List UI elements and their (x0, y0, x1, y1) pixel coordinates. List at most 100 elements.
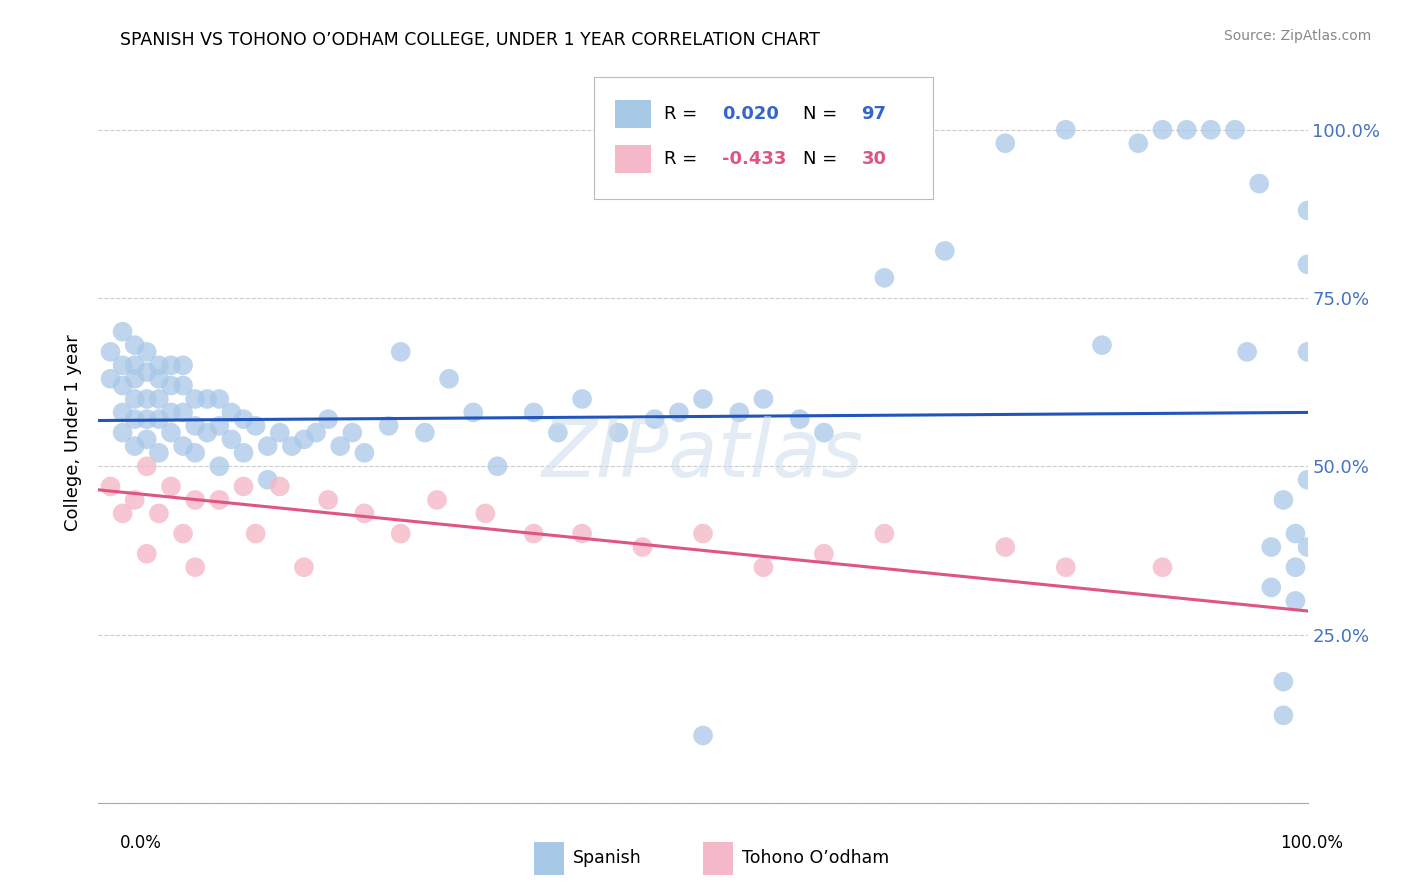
Text: N =: N = (803, 150, 844, 168)
Point (353, 446, 375, 460)
Point (148, 507, 170, 521)
Point (1260, 581, 1282, 595)
Point (1296, 473, 1319, 487)
Point (100, 372, 122, 386)
Point (160, 378, 183, 392)
Point (316, 412, 339, 426)
Point (631, 540, 654, 554)
Point (426, 492, 449, 507)
Point (668, 405, 690, 419)
Point (148, 446, 170, 460)
Point (160, 405, 183, 419)
Point (232, 446, 254, 460)
Text: -0.433: -0.433 (723, 150, 787, 168)
Point (316, 492, 339, 507)
Point (1284, 526, 1306, 541)
Point (463, 405, 485, 419)
Point (692, 392, 714, 406)
Point (292, 433, 315, 447)
Point (1236, 344, 1258, 359)
Text: N =: N = (803, 105, 844, 123)
Point (1284, 594, 1306, 608)
Point (256, 473, 278, 487)
Point (184, 560, 207, 574)
Point (994, 136, 1017, 151)
Point (232, 479, 254, 493)
Point (148, 412, 170, 426)
Point (437, 372, 460, 386)
Point (329, 439, 352, 453)
Point (1091, 338, 1114, 352)
Text: Tohono O’odham: Tohono O’odham (742, 849, 889, 867)
Point (208, 392, 231, 406)
Point (1284, 560, 1306, 574)
Text: R =: R = (664, 150, 703, 168)
Point (789, 412, 811, 426)
Point (148, 359, 170, 373)
Point (752, 392, 775, 406)
Point (184, 446, 207, 460)
Point (1152, 560, 1174, 574)
Point (245, 418, 267, 433)
Point (148, 372, 170, 386)
Point (111, 378, 134, 392)
Point (221, 433, 243, 447)
Bar (614, 100, 651, 128)
Text: SPANISH VS TOHONO O’ODHAM COLLEGE, UNDER 1 YEAR CORRELATION CHART: SPANISH VS TOHONO O’ODHAM COLLEGE, UNDER… (120, 31, 820, 49)
Point (413, 425, 436, 440)
Y-axis label: College, Under 1 year: College, Under 1 year (65, 334, 83, 531)
Text: 30: 30 (862, 150, 886, 168)
Point (813, 425, 835, 440)
Text: 100.0%: 100.0% (1279, 834, 1343, 852)
Point (184, 492, 207, 507)
Point (160, 479, 183, 493)
Point (523, 405, 546, 419)
Point (160, 425, 183, 440)
Point (172, 378, 194, 392)
Point (644, 412, 666, 426)
Point (389, 344, 412, 359)
Point (245, 526, 267, 541)
Point (135, 547, 157, 561)
Point (342, 425, 364, 440)
Point (256, 439, 278, 453)
Point (523, 526, 546, 541)
Point (1296, 344, 1319, 359)
Text: Spanish: Spanish (572, 849, 641, 867)
Point (1054, 122, 1077, 136)
Point (571, 526, 593, 541)
Point (172, 359, 194, 373)
Point (111, 325, 134, 339)
Point (135, 344, 157, 359)
Point (547, 425, 569, 440)
Point (135, 459, 157, 474)
Point (1272, 674, 1295, 689)
Point (135, 392, 157, 406)
Text: 97: 97 (862, 105, 886, 123)
Point (1249, 177, 1271, 191)
Point (1054, 560, 1077, 574)
Text: 0.0%: 0.0% (120, 834, 162, 852)
Point (111, 425, 134, 440)
Point (1175, 122, 1198, 136)
Point (172, 405, 194, 419)
Point (1223, 122, 1246, 136)
Point (873, 526, 896, 541)
Point (281, 439, 304, 453)
Point (184, 392, 207, 406)
Point (111, 359, 134, 373)
Point (474, 507, 496, 521)
Point (292, 560, 315, 574)
Point (172, 439, 194, 453)
Point (1272, 708, 1295, 723)
Point (728, 405, 751, 419)
Point (221, 405, 243, 419)
Text: 0.020: 0.020 (723, 105, 779, 123)
Point (1128, 136, 1150, 151)
Bar (614, 145, 651, 173)
Point (208, 418, 231, 433)
Point (269, 479, 291, 493)
Point (571, 392, 593, 406)
Point (389, 526, 412, 541)
Point (353, 507, 375, 521)
